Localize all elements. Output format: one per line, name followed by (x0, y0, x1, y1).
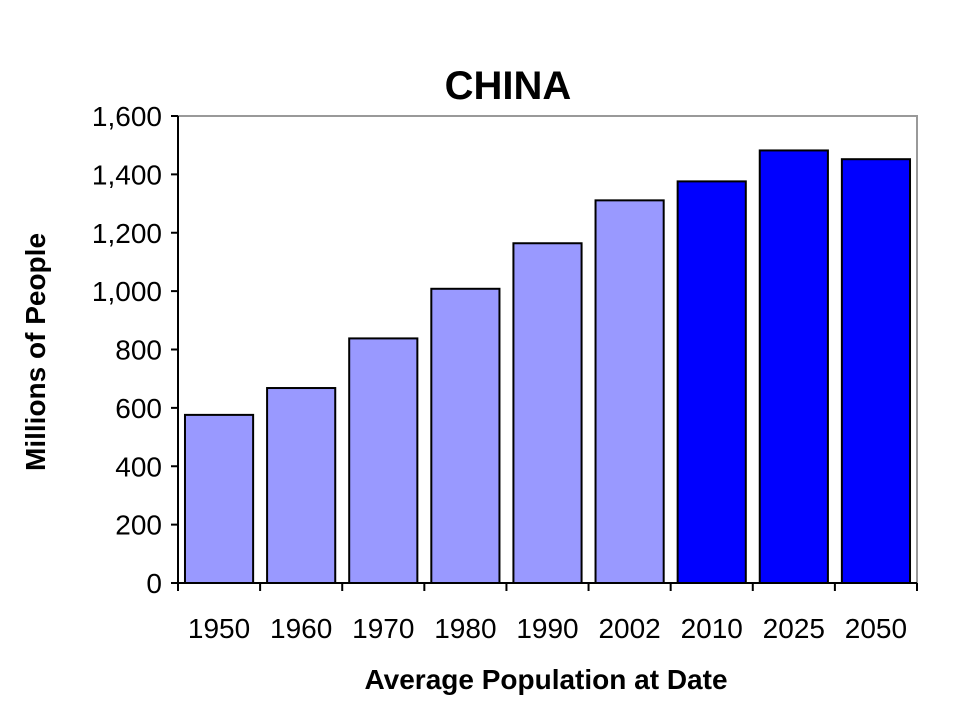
bar-1970 (348, 337, 419, 584)
x-tick-label: 2010 (681, 613, 743, 644)
bar-2050 (840, 158, 912, 584)
x-tick-label: 1990 (516, 613, 578, 644)
y-tick-label: 0 (146, 568, 162, 599)
bar-1980 (430, 287, 501, 584)
y-tick-label: 1,000 (92, 276, 162, 307)
plot-area: 0 200 400 600 800 1,000 1,200 1,400 1,600 1950 196… (92, 101, 918, 644)
y-tick-label: 600 (115, 393, 162, 424)
bar-1960 (266, 387, 337, 584)
y-tick-label: 400 (115, 451, 162, 482)
bar-2010 (676, 180, 747, 584)
y-tick-label: 200 (115, 510, 162, 541)
x-tick-label: 1980 (434, 613, 496, 644)
x-tick-label: 1950 (188, 613, 250, 644)
bar-1950 (183, 413, 255, 584)
x-tick-label: 2002 (598, 613, 660, 644)
chart-title: CHINA (445, 64, 572, 108)
x-tick-label: 2025 (763, 613, 825, 644)
x-tick-label: 2050 (845, 613, 907, 644)
y-tick-label: 1,600 (92, 101, 162, 132)
bar-1990 (512, 242, 583, 584)
y-axis-title: Millions of People (20, 233, 51, 471)
y-tick-label: 800 (115, 335, 162, 366)
bar-2025 (758, 149, 829, 584)
bar-2002 (594, 199, 665, 584)
x-tick-label: 1960 (270, 613, 332, 644)
y-tick-label: 1,400 (92, 159, 162, 190)
y-tick-label: 1,200 (92, 218, 162, 249)
plot-border (178, 115, 918, 583)
x-axis-title: Average Population at Date (364, 664, 727, 695)
x-tick-label: 1970 (352, 613, 414, 644)
